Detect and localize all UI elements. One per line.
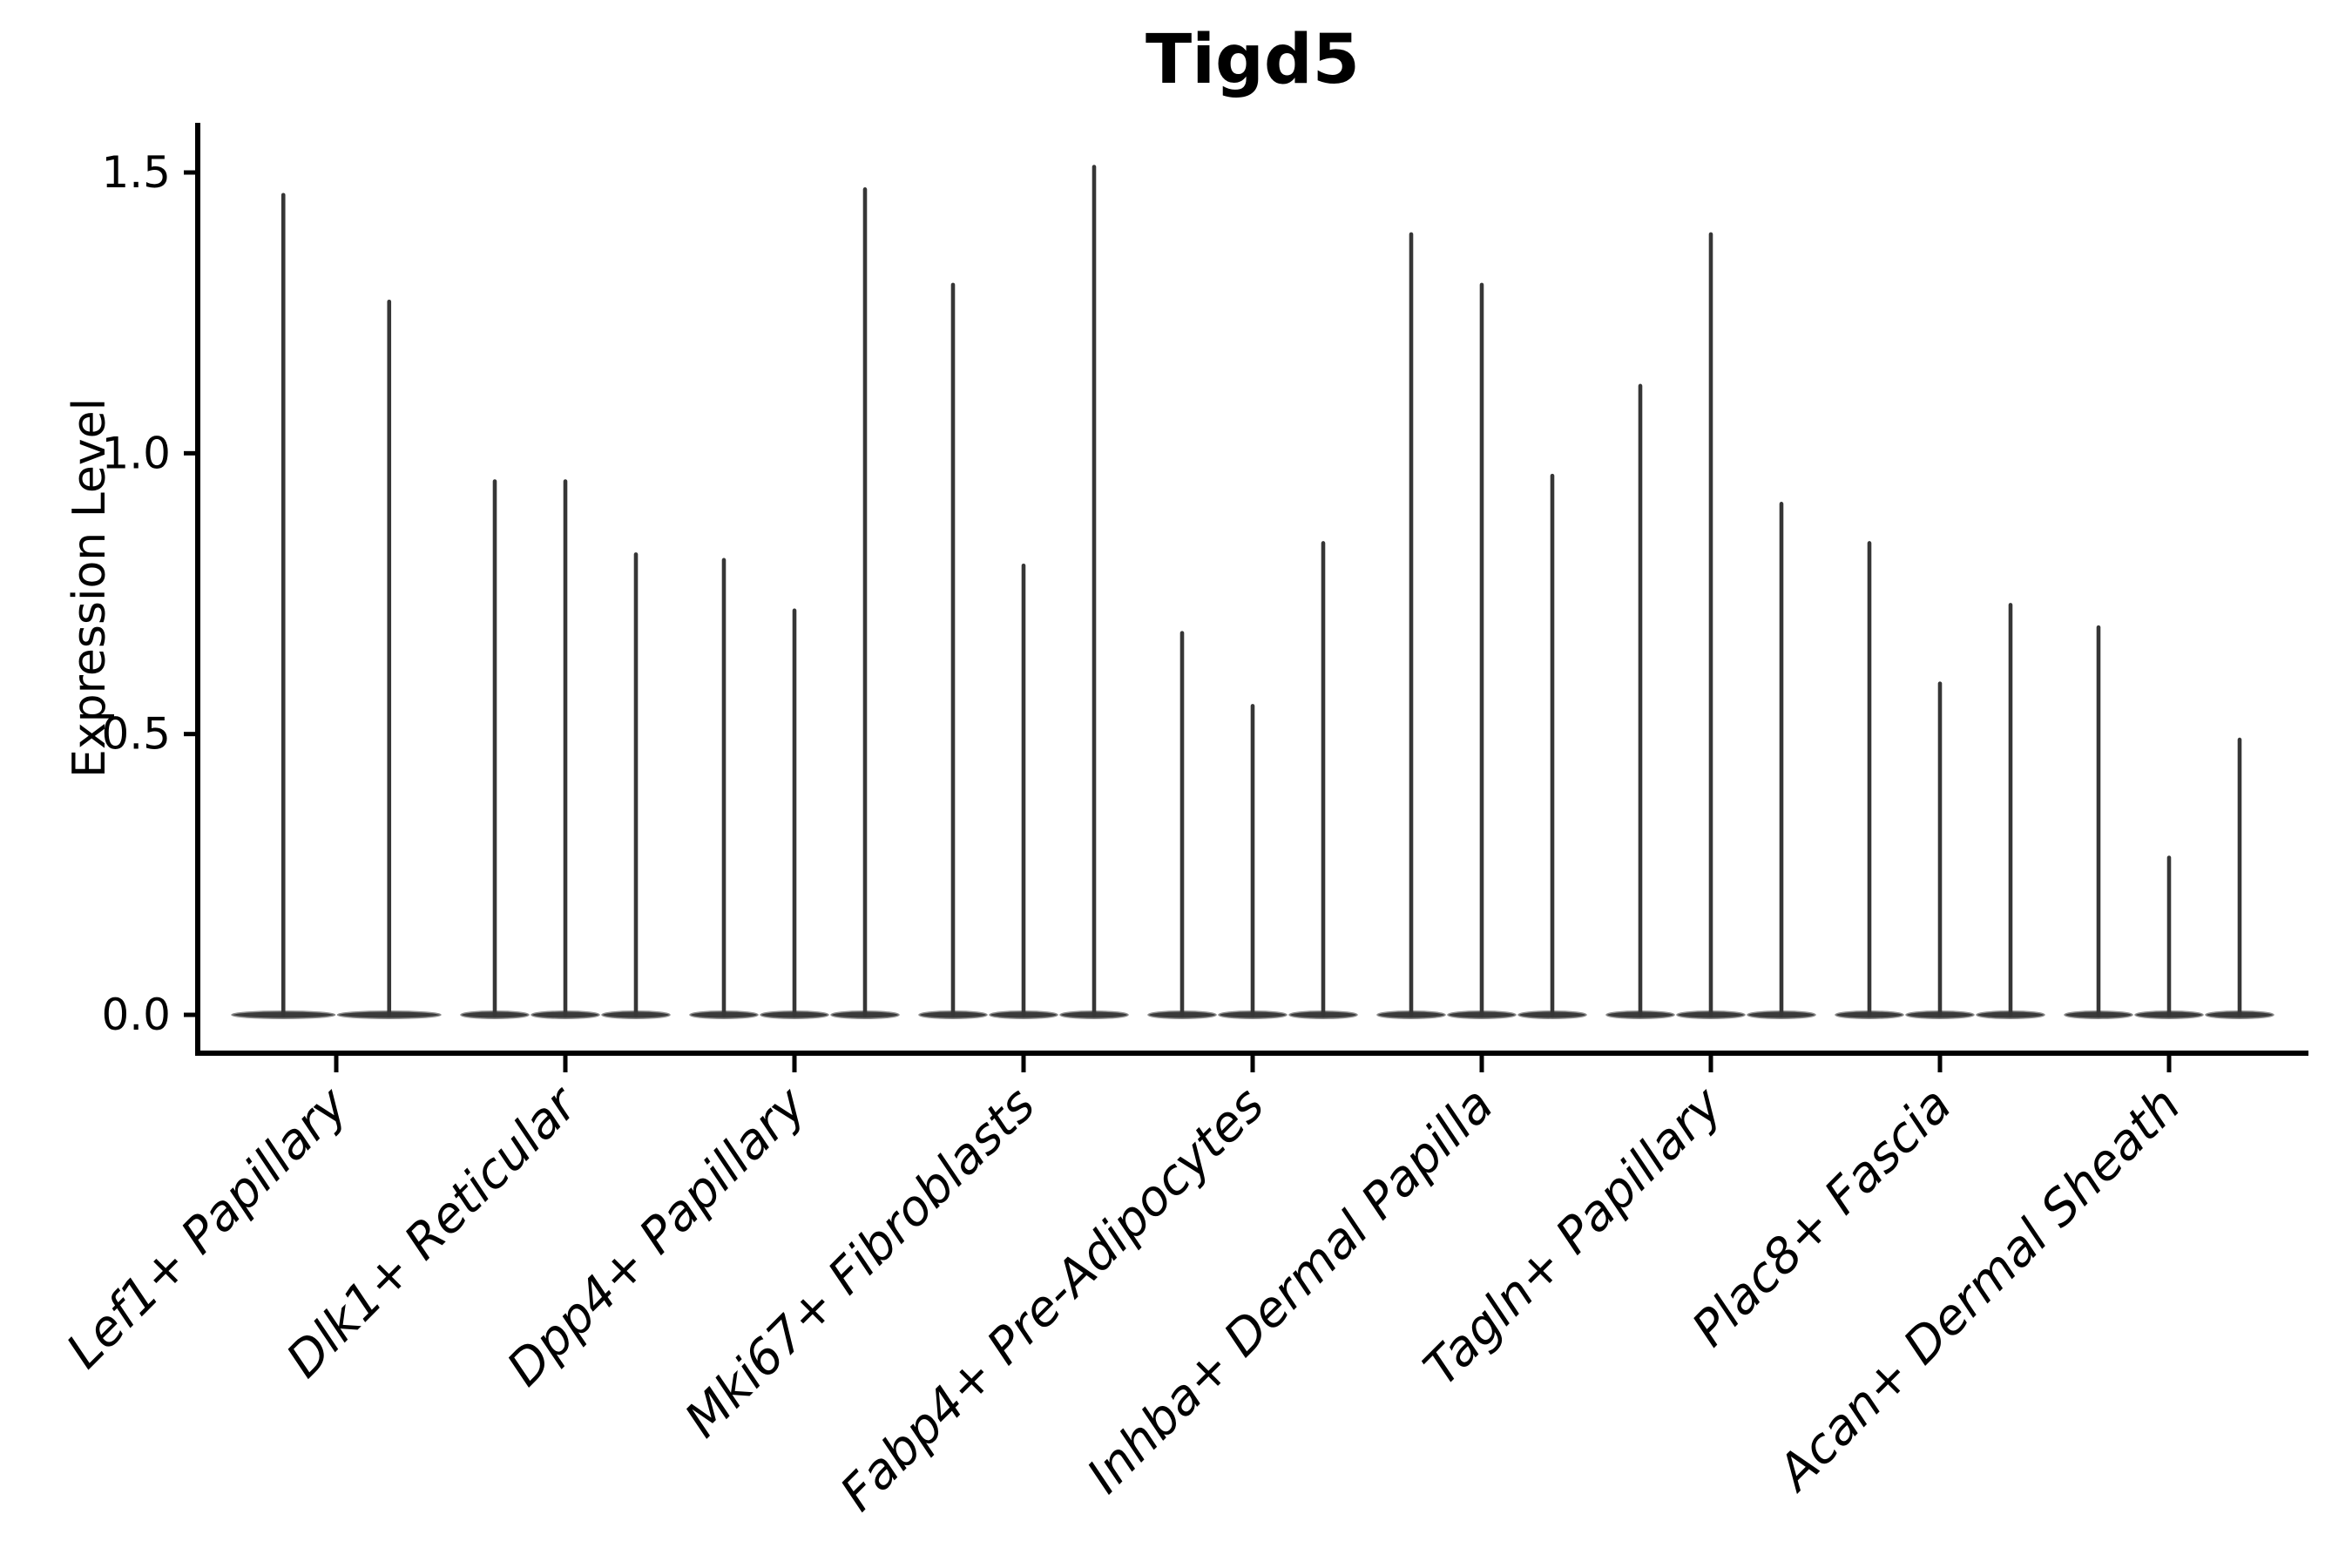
y-tick-label: 0.5 bbox=[101, 709, 171, 760]
violin-series bbox=[231, 165, 2274, 1019]
x-category-label: Inhba+ Dermal Papilla bbox=[1077, 1077, 1504, 1504]
violin-group bbox=[689, 187, 900, 1019]
y-tick-label: 1.0 bbox=[101, 428, 171, 478]
violin-group bbox=[1147, 541, 1358, 1019]
violin-group bbox=[1605, 232, 1816, 1019]
violin-group bbox=[918, 165, 1129, 1019]
violin-group bbox=[1376, 232, 1587, 1019]
chart-title: Tigd5 bbox=[1146, 21, 1360, 99]
violin-group bbox=[1835, 541, 2045, 1019]
y-tick-label: 1.5 bbox=[101, 147, 171, 198]
x-axis-ticks bbox=[334, 1053, 2172, 1072]
violin-group bbox=[2064, 625, 2274, 1019]
violin-group bbox=[231, 193, 442, 1019]
y-tick-label: 0.0 bbox=[101, 990, 171, 1040]
x-category-label: Acan+ Dermal Sheath bbox=[1766, 1077, 2192, 1503]
y-axis-ticks: 0.0 0.5 1.0 1.5 bbox=[101, 147, 198, 1040]
violin-group bbox=[460, 479, 671, 1019]
x-category-label: Fabp4+ Pre-Adipocytes bbox=[830, 1077, 1275, 1522]
y-axis-label: Expression Level bbox=[64, 398, 116, 778]
